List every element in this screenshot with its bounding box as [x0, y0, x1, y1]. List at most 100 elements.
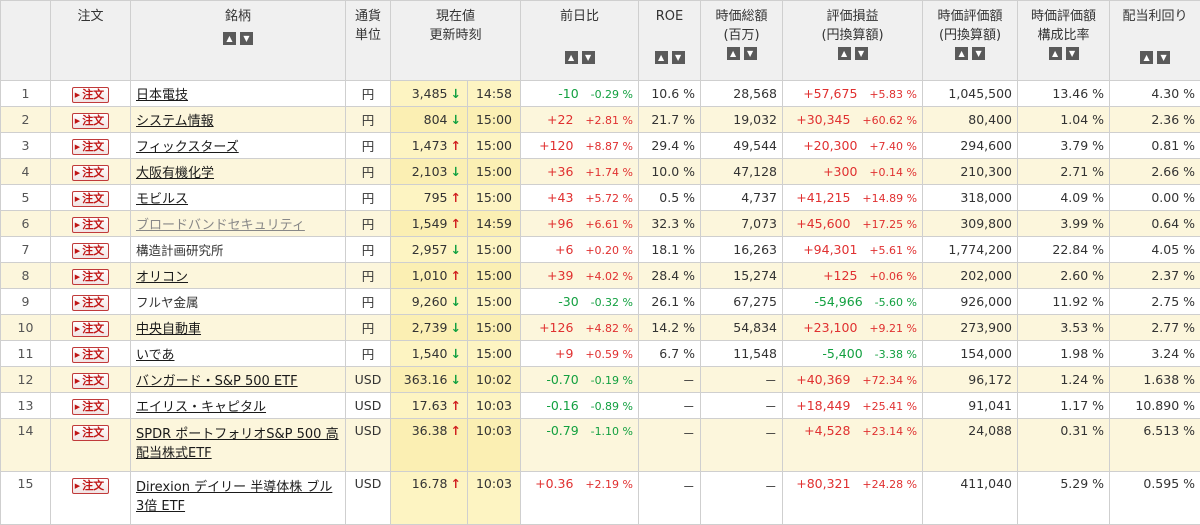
dividend-yield-cell: 2.77 %	[1110, 315, 1200, 341]
order-button[interactable]: ▶注文	[72, 139, 109, 155]
order-button[interactable]: ▶注文	[72, 191, 109, 207]
market-value-cell: 96,172	[923, 367, 1018, 393]
composition-ratio-cell: 1.04 %	[1018, 107, 1110, 133]
row-index: 12	[1, 367, 51, 393]
stock-name-link[interactable]: システム情報	[136, 114, 214, 129]
current-price: 16.78	[412, 476, 448, 491]
day-change: -10	[558, 86, 578, 101]
order-cell: ▶注文	[51, 237, 131, 263]
stock-name-link[interactable]: 大阪有機化学	[136, 166, 214, 181]
sort-desc-button[interactable]: ▼	[1157, 51, 1170, 64]
day-change-percent: +0.20 %	[585, 244, 633, 257]
market-value-cell: 24,088	[923, 419, 1018, 472]
update-time: 15:00	[468, 237, 521, 263]
day-change-cell: -30 -0.32 %	[521, 289, 639, 315]
day-change: +22	[547, 112, 573, 127]
order-button[interactable]: ▶注文	[72, 217, 109, 233]
sort-asc-button[interactable]: ▲	[727, 47, 740, 60]
header-composition-ratio: 時価評価額 構成比率 ▲▼	[1018, 1, 1110, 81]
day-change-percent: +6.61 %	[585, 218, 633, 231]
market-value-cell: 91,041	[923, 393, 1018, 419]
stock-name-link[interactable]: モビルス	[136, 192, 188, 207]
stock-name-cell: 大阪有機化学	[131, 159, 346, 185]
composition-ratio-cell: 1.24 %	[1018, 367, 1110, 393]
row-index: 7	[1, 237, 51, 263]
price-cell: 1,540↓	[391, 341, 468, 367]
stock-name-link[interactable]: SPDR ポートフォリオS&P 500 高配当株式ETF	[136, 427, 339, 461]
day-change-percent: +2.81 %	[585, 114, 633, 127]
sort-desc-button[interactable]: ▼	[744, 47, 757, 60]
sort-desc-button[interactable]: ▼	[582, 51, 595, 64]
profit-loss-cell: +20,300 +7.40 %	[783, 133, 923, 159]
sort-desc-button[interactable]: ▼	[672, 51, 685, 64]
order-button-label: 注文	[82, 140, 104, 154]
order-button[interactable]: ▶注文	[72, 478, 109, 494]
stock-name-link[interactable]: フィックスターズ	[136, 140, 239, 155]
sort-desc-button[interactable]: ▼	[972, 47, 985, 60]
market-cap-cell: 49,544	[701, 133, 783, 159]
profit-loss: +125	[823, 268, 857, 283]
day-change: +96	[547, 216, 573, 231]
order-button-label: 注文	[82, 479, 104, 493]
play-icon: ▶	[75, 296, 80, 310]
profit-loss-percent: -3.38 %	[875, 348, 917, 361]
market-cap-cell: 67,275	[701, 289, 783, 315]
sort-asc-button[interactable]: ▲	[223, 32, 236, 45]
stock-name-link[interactable]: いであ	[136, 348, 174, 363]
order-button[interactable]: ▶注文	[72, 243, 109, 259]
sort-asc-button[interactable]: ▲	[655, 51, 668, 64]
current-price: 795	[424, 190, 448, 205]
profit-loss: +40,369	[796, 372, 850, 387]
order-button[interactable]: ▶注文	[72, 269, 109, 285]
sort-desc-button[interactable]: ▼	[1066, 47, 1079, 60]
order-button[interactable]: ▶注文	[72, 165, 109, 181]
order-button[interactable]: ▶注文	[72, 295, 109, 311]
update-time: 14:58	[468, 81, 521, 107]
order-button[interactable]: ▶注文	[72, 399, 109, 415]
market-value-cell: 1,774,200	[923, 237, 1018, 263]
header-change: 前日比 ▲▼	[521, 1, 639, 81]
order-cell: ▶注文	[51, 81, 131, 107]
order-button[interactable]: ▶注文	[72, 373, 109, 389]
order-button[interactable]: ▶注文	[72, 347, 109, 363]
price-cell: 1,010↑	[391, 263, 468, 289]
stock-name-link[interactable]: オリコン	[136, 270, 188, 285]
stock-name-link[interactable]: 日本電技	[136, 88, 188, 103]
order-button[interactable]: ▶注文	[72, 113, 109, 129]
dividend-yield-cell: 0.64 %	[1110, 211, 1200, 237]
currency-cell: 円	[346, 133, 391, 159]
stock-name-link[interactable]: Direxion デイリー 半導体株 ブル 3倍 ETF	[136, 480, 332, 514]
profit-loss-percent: +60.62 %	[862, 114, 917, 127]
composition-ratio-cell: 11.92 %	[1018, 289, 1110, 315]
sort-asc-button[interactable]: ▲	[838, 47, 851, 60]
price-cell: 2,103↓	[391, 159, 468, 185]
market-cap-cell: 11,548	[701, 341, 783, 367]
current-price: 2,739	[412, 320, 448, 335]
sort-asc-button[interactable]: ▲	[1140, 51, 1153, 64]
day-change-percent: +0.59 %	[585, 348, 633, 361]
stock-name-link[interactable]: バンガード・S&P 500 ETF	[136, 374, 298, 389]
sort-asc-button[interactable]: ▲	[565, 51, 578, 64]
stock-name-link[interactable]: ブロードバンドセキュリティ	[136, 218, 305, 233]
sort-asc-button[interactable]: ▲	[955, 47, 968, 60]
row-index: 5	[1, 185, 51, 211]
dividend-yield-cell: 2.75 %	[1110, 289, 1200, 315]
order-button[interactable]: ▶注文	[72, 425, 109, 441]
profit-loss: -54,966	[814, 294, 862, 309]
market-cap-cell: 16,263	[701, 237, 783, 263]
market-value-cell: 210,300	[923, 159, 1018, 185]
currency-cell: 円	[346, 289, 391, 315]
sort-asc-button[interactable]: ▲	[1049, 47, 1062, 60]
stock-name-cell: Direxion デイリー 半導体株 ブル 3倍 ETF	[131, 472, 346, 525]
stock-name-link[interactable]: エイリス・キャピタル	[136, 400, 266, 415]
sort-desc-button[interactable]: ▼	[855, 47, 868, 60]
market-cap-cell: 19,032	[701, 107, 783, 133]
stock-name-cell: ブロードバンドセキュリティ	[131, 211, 346, 237]
order-button[interactable]: ▶注文	[72, 321, 109, 337]
sort-desc-button[interactable]: ▼	[240, 32, 253, 45]
stock-name-link[interactable]: 中央自動車	[136, 322, 201, 337]
currency-cell: 円	[346, 341, 391, 367]
order-button[interactable]: ▶注文	[72, 87, 109, 103]
